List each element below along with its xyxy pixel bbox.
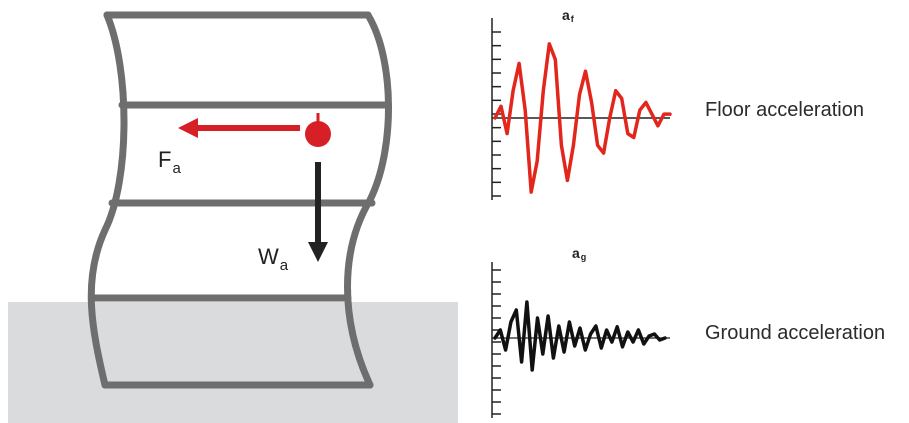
floor-acceleration-plot: af xyxy=(491,7,672,200)
ground-plot-ticks xyxy=(492,269,501,415)
ground xyxy=(8,302,458,423)
inertial-force-arrow-head xyxy=(178,118,198,138)
weight-arrow-head xyxy=(308,242,328,262)
equipment-mass xyxy=(305,121,331,147)
building-frame xyxy=(87,11,392,389)
floor-plot-ticks xyxy=(492,31,501,197)
force-label: Fa xyxy=(158,147,181,177)
weight-label: Wa xyxy=(258,244,289,274)
floor-acceleration-signal xyxy=(493,42,672,194)
floor-plot-label: af xyxy=(562,7,575,24)
ground-acceleration-plot: ag xyxy=(491,245,670,418)
ground-acceleration-caption: Ground acceleration xyxy=(705,322,885,344)
floor-acceleration-caption: Floor acceleration xyxy=(705,99,864,121)
building-left-column xyxy=(87,11,128,389)
ground-plot-label: ag xyxy=(572,245,586,262)
ground-acceleration-signal xyxy=(493,300,667,372)
